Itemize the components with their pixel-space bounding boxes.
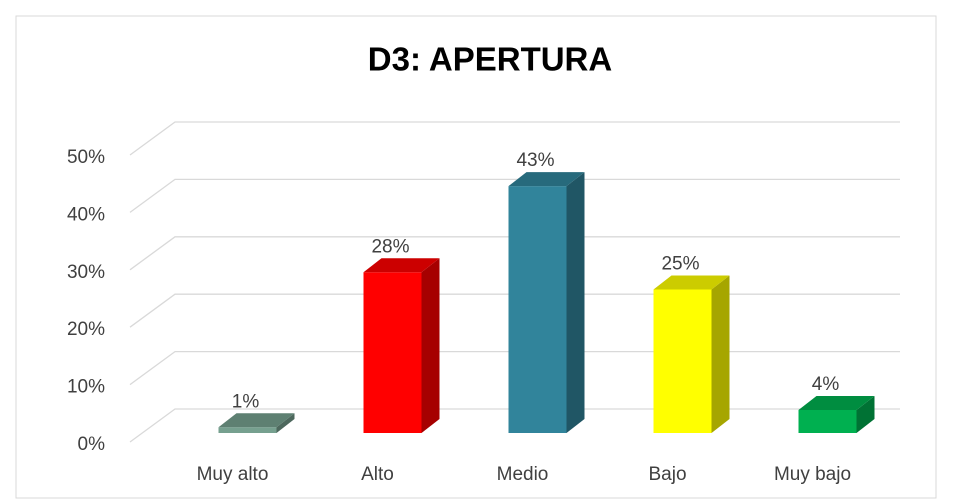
x-tick-label: Bajo — [648, 464, 686, 485]
chart-title: D3: APERTURA — [368, 41, 612, 78]
bar-front — [508, 186, 567, 433]
value-label: 1% — [232, 391, 260, 412]
y-tick-label: 30% — [67, 262, 105, 283]
y-tick-label: 50% — [67, 147, 105, 168]
bar-top — [363, 258, 440, 273]
bar-top — [653, 275, 730, 290]
bar-top — [798, 396, 875, 411]
bar-front — [653, 289, 712, 433]
bar-side — [711, 275, 730, 433]
bar — [218, 413, 295, 433]
value-label: 28% — [371, 236, 409, 257]
bar — [798, 396, 875, 433]
bar-side — [421, 258, 440, 433]
x-tick-label: Medio — [497, 464, 549, 485]
bar-top — [508, 172, 585, 187]
bar — [653, 275, 730, 433]
value-label: 25% — [661, 254, 699, 275]
bar — [363, 258, 440, 433]
bar-top — [218, 413, 295, 428]
bar-side — [276, 413, 295, 433]
chart-frame — [15, 15, 937, 499]
grid-line — [129, 178, 900, 213]
bar-front — [363, 272, 422, 433]
y-tick-label: 40% — [67, 204, 105, 225]
grid-line — [129, 236, 900, 271]
value-label: 4% — [812, 374, 840, 395]
x-tick-label: Muy bajo — [774, 464, 851, 485]
x-tick-label: Alto — [361, 464, 394, 485]
bar-front — [218, 427, 277, 433]
y-tick-label: 20% — [67, 319, 105, 340]
y-tick-label: 10% — [67, 377, 105, 398]
bar-front — [798, 410, 857, 433]
bar-side — [856, 396, 875, 433]
x-tick-label: Muy alto — [197, 464, 269, 485]
value-label: 43% — [516, 150, 554, 171]
grid-line — [129, 121, 900, 156]
y-tick-label: 0% — [78, 434, 106, 455]
bar — [508, 172, 585, 433]
bar-side — [566, 172, 585, 433]
